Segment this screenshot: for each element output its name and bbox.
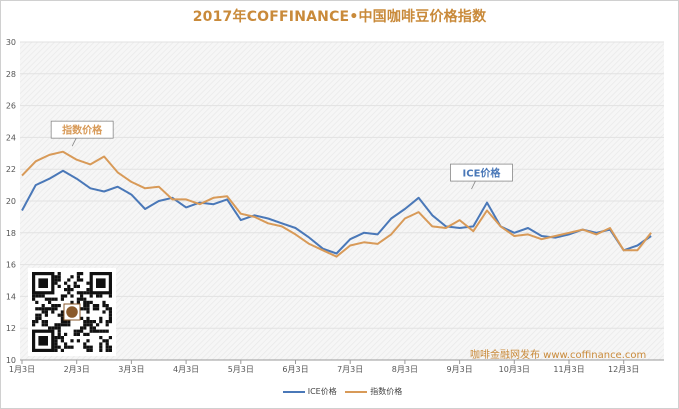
series-lines bbox=[21, 150, 652, 258]
y-tick-label: 10 bbox=[6, 356, 16, 365]
y-tick-label: 12 bbox=[6, 324, 16, 333]
x-tick-label: 7月3日 bbox=[337, 365, 363, 374]
x-axis: 1月3日 2月3日 3月3日 4月3日 5月3日 6月3日 7月3日 8月3日 9月3日 10月3… bbox=[9, 359, 664, 374]
series-line-index bbox=[21, 150, 652, 258]
annotation-pointer bbox=[471, 180, 476, 190]
annotation-ice: ICE价格 bbox=[450, 163, 513, 190]
annotation-label: 指数价格 bbox=[62, 124, 103, 137]
x-tick-label: 9月3日 bbox=[447, 365, 473, 374]
y-tick-label: 14 bbox=[6, 292, 16, 301]
y-tick-label: 26 bbox=[6, 102, 16, 111]
annotation-box bbox=[50, 120, 114, 139]
legend-label-index: 指数价格 bbox=[370, 387, 403, 396]
y-tick-label: 20 bbox=[6, 197, 16, 206]
chart-title: 2017年COFFINANCE•中国咖啡豆价格指数 bbox=[192, 9, 487, 25]
y-tick-label: 28 bbox=[6, 70, 16, 79]
x-tick-label: 11月3日 bbox=[553, 365, 584, 374]
x-tick-label: 8月3日 bbox=[392, 365, 418, 374]
annotation-pointer bbox=[71, 137, 77, 147]
y-tick-label: 22 bbox=[6, 165, 16, 174]
y-tick-label: 18 bbox=[6, 229, 16, 238]
annotations: 指数价格 ICE价格 bbox=[50, 120, 513, 190]
series-line-ice bbox=[21, 169, 652, 255]
legend-swatch-index bbox=[345, 390, 368, 393]
legend-swatch-ice bbox=[282, 390, 305, 393]
x-tick-label: 12月3日 bbox=[608, 365, 639, 374]
annotation-label: ICE价格 bbox=[463, 167, 502, 180]
x-tick-label: 2月3日 bbox=[64, 365, 90, 374]
x-tick-label: 3月3日 bbox=[118, 365, 144, 374]
annotation-index: 指数价格 bbox=[50, 120, 114, 147]
qr-code-icon bbox=[28, 268, 116, 356]
x-tick-label: 10月3日 bbox=[499, 365, 530, 374]
x-tick-label: 1月3日 bbox=[9, 365, 35, 374]
annotation-box bbox=[450, 163, 513, 182]
legend: ICE价格 指数价格 bbox=[0, 386, 679, 397]
y-tick-label: 16 bbox=[6, 261, 16, 270]
legend-label-ice: ICE价格 bbox=[307, 387, 337, 396]
y-tick-label: 24 bbox=[6, 133, 16, 142]
x-tick-label: 5月3日 bbox=[228, 365, 254, 374]
watermark-text: 咖啡金融网发布 www.coffinance.com bbox=[470, 350, 647, 361]
y-axis: 10 12 14 16 18 20 22 24 26 28 30 bbox=[6, 38, 16, 365]
x-tick-label: 4月3日 bbox=[173, 365, 199, 374]
x-tick-label: 6月3日 bbox=[282, 365, 308, 374]
y-tick-label: 30 bbox=[6, 38, 16, 47]
gridlines bbox=[20, 41, 664, 361]
